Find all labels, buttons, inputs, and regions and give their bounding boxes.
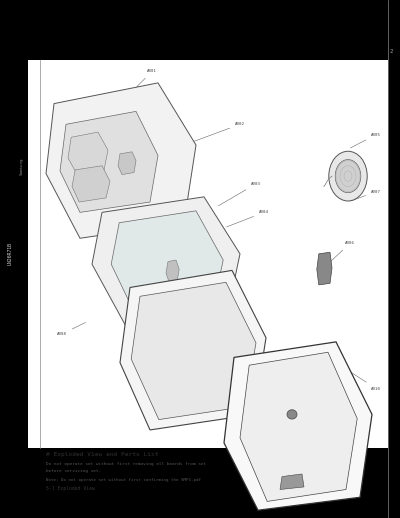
Text: A003: A003 (218, 182, 261, 206)
Text: Note: Do not operate set without first confirming the SMPS.pdf: Note: Do not operate set without first c… (46, 478, 201, 482)
Text: A007: A007 (351, 190, 381, 201)
Polygon shape (317, 252, 332, 285)
Polygon shape (120, 270, 266, 430)
Text: A009: A009 (139, 349, 158, 367)
Polygon shape (68, 132, 108, 175)
Text: before servicing set.: before servicing set. (46, 469, 101, 473)
Text: A006: A006 (327, 241, 355, 265)
Bar (0, 0, 400, 60)
Text: LN26R71B: LN26R71B (8, 242, 12, 265)
Bar (0, 0, 28, 518)
Bar (28, 60, 388, 448)
Text: A005: A005 (350, 133, 381, 148)
Polygon shape (131, 282, 256, 420)
Text: Item: Item (134, 266, 142, 270)
Polygon shape (118, 152, 136, 175)
Text: 2: 2 (390, 49, 393, 54)
Text: A011: A011 (282, 421, 309, 436)
Polygon shape (224, 342, 372, 510)
Text: A012: A012 (295, 416, 325, 424)
Text: A014: A014 (170, 294, 197, 305)
Bar (388, 0, 400, 518)
Polygon shape (111, 211, 223, 318)
Text: A002: A002 (187, 122, 245, 144)
Polygon shape (46, 83, 196, 238)
Polygon shape (72, 166, 110, 202)
Text: Samsung: Samsung (20, 157, 24, 175)
Text: # Exploded View and Parts List: # Exploded View and Parts List (46, 452, 158, 457)
Polygon shape (166, 260, 179, 282)
Text: A013: A013 (198, 286, 225, 297)
Text: A008: A008 (57, 322, 86, 336)
Text: A010: A010 (350, 372, 381, 391)
Text: IR: IR (302, 423, 306, 427)
Polygon shape (280, 474, 304, 490)
Text: Item: Item (172, 314, 180, 318)
Bar (0, 448, 400, 518)
Text: A001: A001 (122, 69, 157, 102)
Ellipse shape (287, 410, 297, 419)
Polygon shape (92, 197, 240, 326)
Circle shape (335, 160, 361, 193)
Polygon shape (240, 352, 357, 501)
Text: 5-1 Exploded View: 5-1 Exploded View (46, 486, 95, 491)
Text: Do not operate set without first removing all boards from set: Do not operate set without first removin… (46, 462, 206, 466)
Text: A004: A004 (226, 210, 269, 227)
Polygon shape (60, 111, 158, 212)
Circle shape (329, 151, 367, 201)
